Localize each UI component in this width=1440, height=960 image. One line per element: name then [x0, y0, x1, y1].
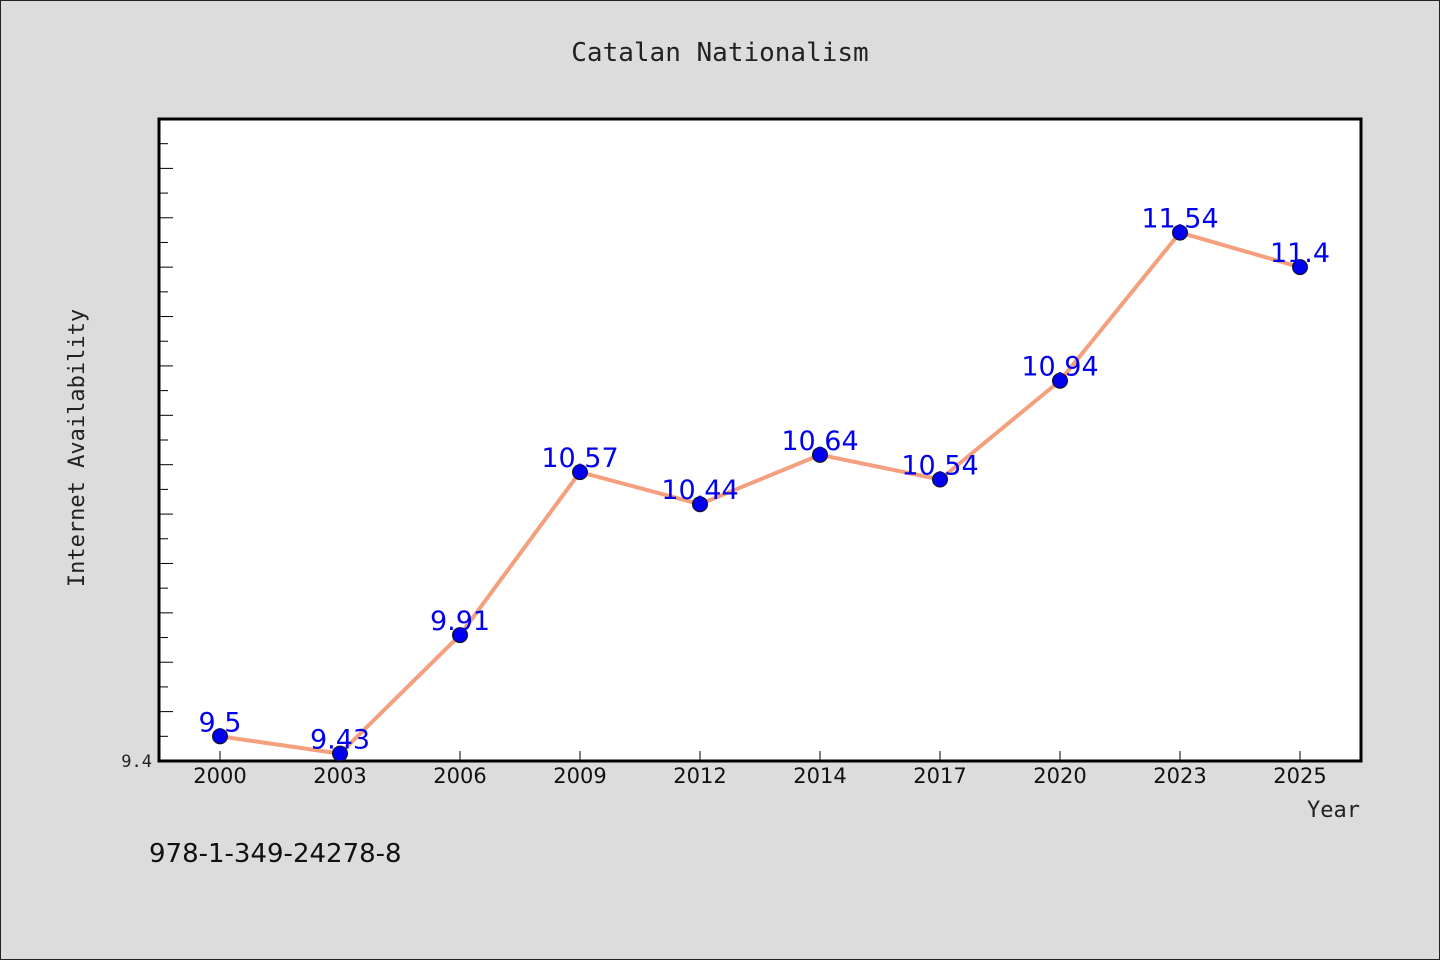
data-label: 10.64 [781, 426, 858, 457]
x-tick-label: 2009 [553, 764, 606, 788]
x-tick-label: 2017 [913, 764, 966, 788]
x-tick-label: 2020 [1033, 764, 1086, 788]
y-tick-label: 9.4 [121, 752, 152, 772]
data-label: 9.91 [430, 606, 490, 637]
x-tick-label: 2000 [193, 764, 246, 788]
data-label: 9.5 [199, 707, 242, 738]
data-label: 10.94 [1021, 352, 1098, 383]
data-labels: 9.5 9.43 9.91 10.57 10.44 10.64 10.54 10.94 11.5… [199, 204, 1331, 756]
x-tick-label: 2003 [313, 764, 366, 788]
x-tick-label: 2012 [673, 764, 726, 788]
y-axis-tick-labels: 9.4 [121, 752, 152, 772]
data-point [692, 496, 708, 513]
x-tick-label: 2006 [433, 764, 486, 788]
data-point [1052, 372, 1068, 389]
data-point [212, 728, 228, 745]
x-axis-tick-labels: 2000 2003 2006 2009 2012 2014 2017 2020 2023 2025 [193, 764, 1326, 788]
data-label: 10.54 [901, 451, 978, 482]
data-point [1292, 259, 1308, 276]
data-point [812, 446, 828, 463]
series-markers [212, 224, 1308, 762]
x-tick-label: 2023 [1153, 764, 1206, 788]
data-point [1172, 224, 1188, 241]
data-label: 10.57 [541, 443, 618, 474]
data-label: 11.4 [1270, 238, 1330, 269]
y-axis-label: Internet Availability [65, 309, 90, 587]
data-point [572, 464, 588, 481]
data-label: 9.43 [310, 725, 370, 756]
y-axis-ticks [159, 143, 173, 737]
data-point [932, 471, 948, 488]
x-tick-label: 2025 [1273, 764, 1326, 788]
data-point [452, 627, 468, 644]
chart-title: Catalan Nationalism [571, 38, 868, 68]
data-point [332, 745, 348, 762]
series-line [218, 230, 1302, 756]
data-label: 11.54 [1141, 204, 1218, 235]
x-axis-label: Year [1307, 798, 1360, 823]
x-tick-label: 2014 [793, 764, 846, 788]
data-label: 10.44 [661, 475, 738, 506]
plot-area [157, 117, 1363, 763]
isbn-footer: 978-1-349-24278-8 [149, 839, 402, 869]
